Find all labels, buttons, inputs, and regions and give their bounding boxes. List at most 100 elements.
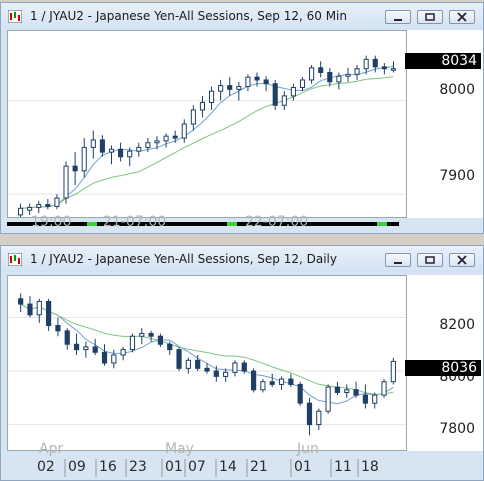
candle-body (204, 367, 210, 372)
candle-body (81, 146, 87, 172)
close-button[interactable] (449, 253, 475, 267)
maximize-button[interactable] (417, 253, 443, 267)
candle-body (299, 79, 306, 88)
month-label: Apr (39, 441, 64, 457)
chart-app-icon (8, 253, 22, 266)
candle (190, 105, 196, 131)
month-label: May (165, 441, 194, 457)
chart-app-icon (8, 10, 22, 23)
candle-body (136, 146, 142, 152)
date-axis: 02 09 16 23 01 07 14 21 01 11 18 (7, 457, 407, 479)
candle-body (290, 86, 296, 97)
candle-body (327, 71, 333, 83)
candle-body (181, 123, 187, 139)
candle (167, 341, 173, 355)
candle (232, 360, 238, 377)
candlestick-chart[interactable] (8, 276, 406, 450)
day-label: 02 (37, 459, 55, 475)
minimize-button[interactable] (385, 253, 411, 267)
candle-body (172, 135, 178, 139)
moving-average-slow (20, 303, 394, 395)
last-price-label: 8036 (405, 360, 481, 376)
close-icon (457, 255, 467, 265)
last-price-label: 8034 (405, 53, 481, 69)
chart-window-hourly: 1 / JYAU2 - Japanese Yen-All Sessions, S… (0, 2, 484, 234)
x-tick-label: 19:00 (31, 214, 72, 230)
x-tick-label: 21-07:00 (103, 214, 167, 230)
candle-body (185, 359, 191, 369)
candle (108, 145, 115, 165)
candle-body (227, 85, 233, 90)
moving-average-slow (20, 76, 394, 209)
candle-body (118, 148, 124, 158)
candle-body (145, 142, 151, 148)
candle (195, 354, 201, 372)
candle-body (260, 381, 266, 391)
candle (223, 368, 229, 382)
candle (209, 86, 215, 110)
candle-body (213, 370, 219, 377)
candle-body (223, 371, 229, 377)
candle (288, 373, 294, 388)
candle (27, 296, 33, 318)
candle (129, 333, 136, 353)
candle (101, 344, 108, 366)
price-plot-area[interactable] (7, 275, 407, 451)
candle-body (83, 346, 89, 351)
candle-body (36, 204, 42, 208)
y-tick-label: 7900 (439, 168, 475, 184)
candle (381, 63, 387, 75)
candle (372, 55, 378, 73)
day-label: 23 (129, 459, 147, 475)
day-label: 01 (294, 459, 312, 475)
window-title: 1 / JYAU2 - Japanese Yen-All Sessions, S… (30, 9, 347, 23)
candle (154, 136, 160, 150)
candle (316, 408, 322, 430)
minimize-button[interactable] (385, 10, 411, 24)
price-plot-area[interactable] (7, 30, 407, 223)
candlestick-chart[interactable] (8, 31, 406, 223)
candle (390, 357, 396, 385)
candle (250, 368, 257, 393)
candle-body (272, 83, 278, 106)
candle (263, 76, 269, 92)
candle (372, 392, 378, 409)
candle (36, 200, 42, 213)
candle-body (288, 378, 294, 385)
candle-body (381, 66, 387, 70)
y-tick-label: 7800 (439, 421, 475, 437)
candle-body (263, 79, 269, 85)
window-title: 1 / JYAU2 - Japanese Yen-All Sessions, S… (30, 252, 337, 266)
maximize-icon (425, 13, 435, 21)
candle-body (297, 383, 303, 404)
close-icon (457, 12, 467, 22)
candle-body (127, 150, 133, 158)
y-tick-label: 8000 (439, 82, 475, 98)
candle-body (154, 140, 160, 144)
candle-body (363, 58, 369, 70)
maximize-button[interactable] (417, 10, 443, 24)
candle (139, 328, 145, 345)
candle-body (250, 370, 257, 391)
candle (318, 61, 324, 78)
window-titlebar[interactable]: 1 / JYAU2 - Japanese Yen-All Sessions, S… (1, 3, 483, 29)
candle-body (278, 378, 285, 385)
candle-body (316, 410, 322, 426)
candle-body (46, 300, 52, 327)
candle (99, 135, 105, 157)
window-titlebar[interactable]: 1 / JYAU2 - Japanese Yen-All Sessions, S… (1, 246, 483, 272)
day-label: 07 (188, 459, 206, 475)
candle (118, 142, 124, 162)
day-label: 18 (361, 459, 379, 475)
close-button[interactable] (449, 10, 475, 24)
candle-body (199, 101, 205, 111)
candle-body (390, 68, 396, 71)
candle (83, 341, 89, 358)
candle (297, 381, 303, 406)
candle-body (73, 343, 80, 351)
candle (278, 376, 285, 390)
candle-body (218, 85, 224, 92)
candle (345, 67, 351, 82)
candle-body (54, 197, 60, 207)
candle (185, 357, 191, 374)
